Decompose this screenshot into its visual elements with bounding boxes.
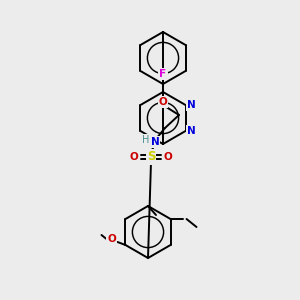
Text: N: N — [187, 100, 196, 110]
Text: S: S — [147, 151, 155, 164]
Text: O: O — [164, 152, 172, 162]
Text: O: O — [159, 97, 167, 107]
Text: H: H — [142, 135, 150, 145]
Text: N: N — [151, 137, 159, 147]
Text: F: F — [159, 69, 167, 79]
Text: O: O — [130, 152, 138, 162]
Text: N: N — [187, 126, 196, 136]
Text: O: O — [107, 234, 116, 244]
